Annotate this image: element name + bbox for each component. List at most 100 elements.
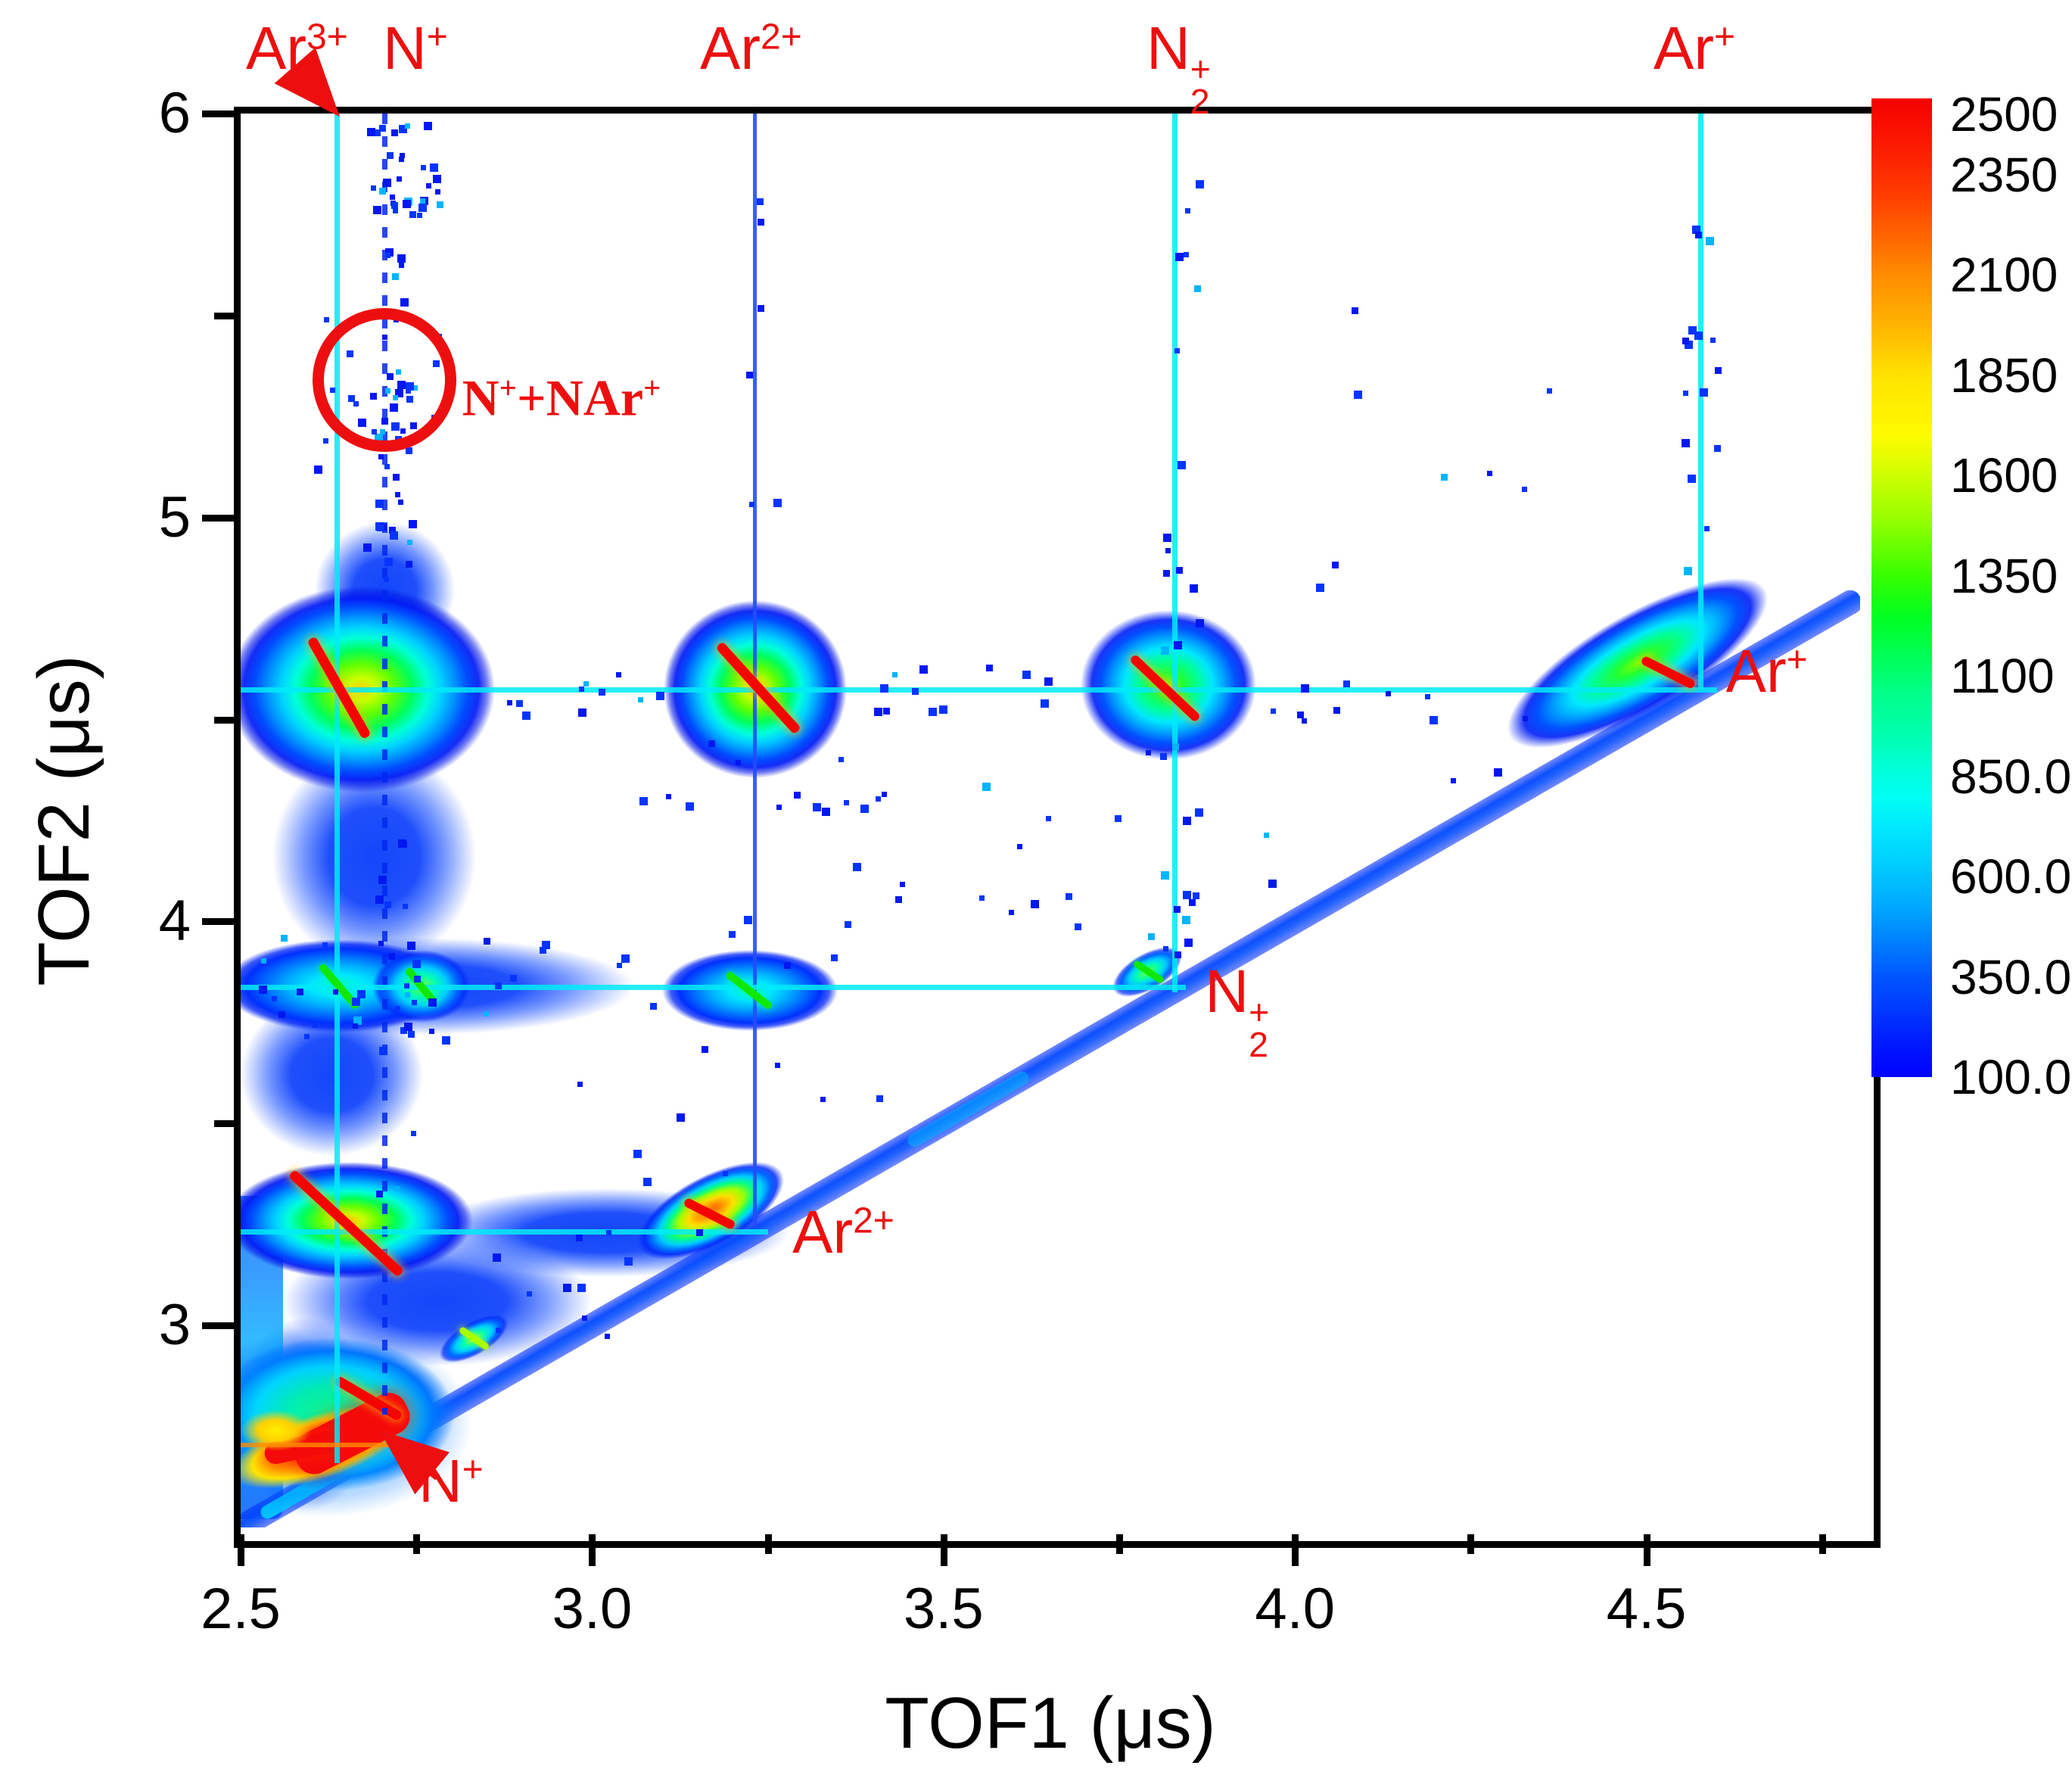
noise-dot xyxy=(1301,683,1310,693)
colorbar-tick-label: 1850 xyxy=(1950,347,2058,403)
x-major-tick xyxy=(1292,1534,1299,1566)
noise-dot xyxy=(929,707,938,716)
colorbar-tick-label: 2100 xyxy=(1950,248,2058,303)
noise-dot xyxy=(418,203,427,212)
x-minor-tick xyxy=(1467,1534,1475,1554)
noise-dot xyxy=(1316,584,1325,593)
noise-dot xyxy=(1196,179,1205,188)
noise-dot xyxy=(1183,252,1189,258)
noise-dot xyxy=(1163,945,1169,951)
noise-dot xyxy=(1030,899,1039,908)
colorbar-tick-label: 1600 xyxy=(1950,448,2058,503)
y-minor-tick xyxy=(214,312,234,319)
noise-dot xyxy=(425,183,431,189)
noise-dot xyxy=(892,672,898,678)
noise-dot xyxy=(1065,892,1072,900)
x-minor-tick xyxy=(1116,1534,1124,1554)
x-tick-label: 3.0 xyxy=(552,1577,633,1641)
noise-dot xyxy=(260,958,266,964)
noise-dot xyxy=(373,206,382,215)
top-label-n2plus: N +2 xyxy=(1146,14,1211,121)
noise-dot xyxy=(378,1046,387,1055)
noise-dot xyxy=(271,996,277,1002)
noise-dot xyxy=(1487,471,1493,477)
noise-dot xyxy=(843,800,849,806)
noise-dot xyxy=(281,935,288,942)
noise-dot xyxy=(352,997,361,1006)
noise-dot xyxy=(1333,707,1341,715)
noise-dot xyxy=(1181,916,1190,925)
noise-dot xyxy=(397,254,406,263)
noise-dot xyxy=(616,962,622,968)
noise-dot xyxy=(577,1082,583,1088)
noise-dot xyxy=(378,187,386,195)
colorbar-tick-label: 100.0 xyxy=(1950,1050,2072,1104)
noise-dot xyxy=(1684,567,1693,576)
inplot-label-nplus: N+ xyxy=(418,1446,484,1515)
noise-dot xyxy=(385,252,391,258)
noise-dot xyxy=(322,942,328,948)
noise-dot xyxy=(1174,951,1181,958)
noise-dot xyxy=(411,1130,417,1136)
noise-dot xyxy=(900,881,906,887)
noise-dot xyxy=(278,1011,286,1019)
noise-dot xyxy=(708,740,715,747)
noise-dot xyxy=(394,1185,400,1191)
noise-dot xyxy=(1161,871,1170,880)
noise-dot xyxy=(831,954,838,961)
noise-dot xyxy=(375,895,384,905)
noise-dot xyxy=(370,185,376,192)
noise-dot xyxy=(606,1229,612,1235)
noise-dot xyxy=(624,1256,633,1266)
noise-dot xyxy=(1183,817,1192,826)
y-tick-label: 5 xyxy=(158,484,191,550)
noise-dot xyxy=(883,707,891,715)
y-major-tick xyxy=(202,918,234,926)
noise-dot xyxy=(408,1030,415,1038)
noise-dot xyxy=(378,124,386,132)
noise-dot xyxy=(388,952,396,960)
noise-dot xyxy=(392,474,400,481)
noise-dot xyxy=(1162,533,1171,542)
noise-dot xyxy=(639,797,649,806)
noise-dot xyxy=(1174,253,1184,262)
noise-dot xyxy=(919,665,928,674)
noise-dot xyxy=(430,163,439,172)
noise-dot xyxy=(404,992,410,998)
noise-dot xyxy=(363,543,372,553)
noise-dot xyxy=(912,688,919,696)
noise-dot xyxy=(395,1006,401,1012)
noise-dot xyxy=(1682,338,1690,345)
noise-dot xyxy=(879,684,888,693)
noise-dot xyxy=(414,976,422,983)
x-tick-label: 4.0 xyxy=(1255,1577,1336,1641)
ion-horizontal-line-Ar+ xyxy=(241,687,1717,693)
noise-dot xyxy=(876,796,882,802)
noise-dot xyxy=(1429,715,1438,724)
noise-dot xyxy=(493,1253,502,1262)
coincidence-island xyxy=(241,1161,473,1279)
top-label-ar3plus: Ar3+ xyxy=(246,14,348,82)
noise-dot xyxy=(1268,880,1277,889)
noise-dot xyxy=(579,686,585,692)
noise-dot xyxy=(1195,618,1204,627)
noise-dot xyxy=(1147,933,1155,940)
noise-dot xyxy=(1182,890,1191,899)
noise-dot xyxy=(1521,487,1527,493)
noise-dot xyxy=(1296,711,1304,718)
noise-dot xyxy=(1706,237,1715,246)
noise-dot xyxy=(1190,584,1199,593)
noise-dot xyxy=(1385,691,1391,697)
inplot-label-arplus: Ar+ xyxy=(1725,637,1808,705)
x-major-tick xyxy=(1643,1534,1650,1566)
x-major-tick xyxy=(589,1534,596,1566)
x-minor-tick xyxy=(413,1534,421,1554)
noise-dot xyxy=(1713,444,1721,452)
noise-dot xyxy=(656,691,665,700)
noise-dot xyxy=(383,576,389,582)
noise-dot xyxy=(637,696,643,702)
colorbar-tick-label: 2350 xyxy=(1950,147,2058,202)
noise-dot xyxy=(650,1003,658,1010)
noise-dot xyxy=(1074,923,1081,931)
diagonal-bright-segment xyxy=(904,1069,1031,1150)
